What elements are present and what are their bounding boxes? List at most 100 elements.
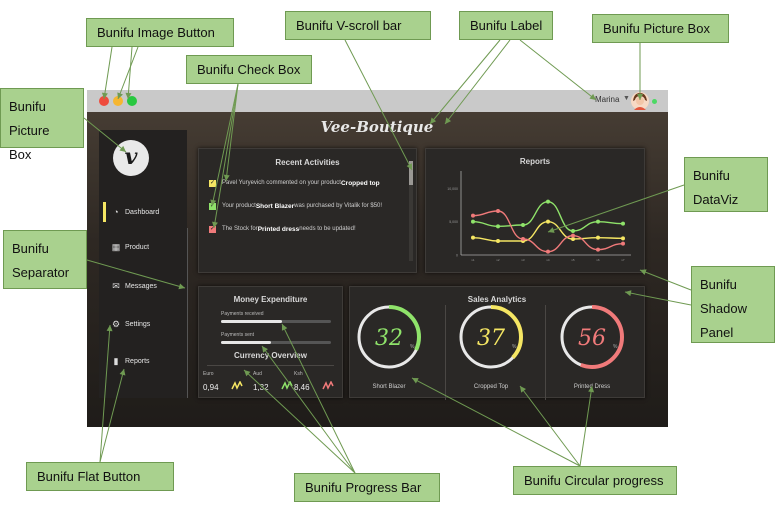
callout-check-box: Bunifu Check Box	[186, 55, 312, 84]
app-title: Vee-Boutique	[320, 118, 434, 136]
circular-progress-arc	[459, 305, 523, 369]
sidebar-separator	[187, 228, 188, 398]
scrollbar-thumb[interactable]	[409, 161, 413, 185]
callout-circular-progress: Bunifu Circular progress	[513, 466, 677, 495]
minimize-window-button[interactable]	[113, 96, 123, 106]
sidebar-item-dashboard[interactable]: ◔ Dashboard	[103, 203, 183, 221]
activity-item: ✓ Your product Short Blazer was purchase…	[209, 202, 383, 210]
user-name-label[interactable]: Marina	[595, 95, 620, 104]
circular-progress-label: Printed Dress	[573, 384, 611, 390]
recent-activities-panel: Recent Activities ✓ Pavel Yuryevich comm…	[198, 148, 417, 273]
callout-flat-button: Bunifu Flat Button	[26, 462, 174, 491]
online-status-dot	[652, 99, 657, 104]
activity-checkbox[interactable]: ✓	[209, 179, 216, 187]
currency-euro: Euro 0,94	[203, 371, 243, 395]
gear-icon: ⚙	[111, 318, 121, 329]
chart-data-point	[496, 224, 500, 229]
chart-x-tick-label: x7	[621, 258, 625, 262]
chart-data-point	[471, 213, 475, 218]
chart-data-point	[521, 223, 525, 227]
circular-progress-printed-dress: 56% Printed Dress	[560, 305, 633, 390]
close-window-button[interactable]	[99, 96, 109, 106]
bar-chart-icon: ▮	[113, 355, 119, 366]
chart-x-tick-label: x3	[521, 258, 525, 262]
chart-data-point	[546, 219, 550, 224]
payments-sent-progress-bar	[221, 341, 331, 344]
chart-data-point	[496, 209, 500, 213]
active-nav-indicator	[103, 202, 106, 222]
currency-aud: Aud 1,32	[253, 371, 293, 395]
callout-v-scroll-bar: Bunifu V-scroll bar	[285, 11, 431, 40]
circular-progress-unit: %	[410, 344, 415, 350]
callout-dataviz: Bunifu DataViz	[684, 157, 768, 212]
reports-title: Reports	[519, 157, 551, 166]
circular-progress-arc	[560, 305, 624, 369]
recent-activities-title: Recent Activities	[275, 158, 340, 167]
chart-y-tick-label: 5,000	[449, 220, 458, 224]
sidebar-item-messages[interactable]: ✉ Messages	[112, 280, 157, 291]
payments-received-progress-bar	[221, 320, 331, 323]
circular-progress-label: Cropped Top	[473, 384, 509, 390]
chart-data-point	[521, 237, 525, 241]
sales-separator	[545, 305, 546, 400]
callout-picture-box-left: Bunifu Picture Box	[0, 88, 84, 162]
payments-sent-label: Payments sent	[221, 332, 255, 338]
chart-data-point	[546, 249, 550, 254]
payments-sent-fill	[221, 341, 271, 344]
circular-progress-value: 37	[477, 326, 505, 351]
chart-data-point	[496, 239, 500, 243]
trend-icon	[231, 381, 243, 390]
currency-overview-title: Currency Overview	[234, 351, 307, 360]
circular-progress-value: 56	[578, 326, 606, 351]
callout-label: Bunifu Label	[459, 11, 553, 40]
circular-progress-short-blazer: 32% Short Blazer	[357, 305, 430, 390]
chart-data-point	[621, 221, 625, 226]
callout-progress-bar: Bunifu Progress Bar	[294, 473, 440, 502]
maximize-window-button[interactable]	[127, 96, 137, 106]
chart-data-point	[571, 237, 575, 241]
sales-separator	[445, 305, 446, 400]
sales-analytics-title: Sales Analytics	[467, 295, 527, 304]
messages-icon: ✉	[112, 280, 120, 291]
reports-panel: Reports 0 5,000 10,000 x1 x2 x3 x4 x5 x6 x7	[425, 148, 645, 273]
activities-vertical-scrollbar[interactable]	[409, 161, 413, 261]
chart-data-point	[546, 199, 550, 204]
dashboard-icon: ◔	[113, 207, 119, 217]
callout-image-button: Bunifu Image Button	[86, 18, 234, 47]
chart-data-point	[471, 235, 475, 240]
logo-picture-box: v	[113, 140, 149, 176]
circular-progress-unit: %	[613, 344, 618, 350]
vimeo-logo-icon: v	[124, 144, 138, 170]
circular-progress-unit: %	[512, 344, 517, 350]
user-avatar-picture[interactable]	[631, 92, 649, 110]
trend-icon	[322, 381, 334, 390]
callout-separator: Bunifu Separator	[3, 230, 87, 289]
circular-progress-label: Short Blazer	[372, 384, 406, 390]
activity-item: ✓ Pavel Yuryevich commented on your prod…	[209, 179, 380, 187]
chart-y-tick-label: 0	[456, 254, 458, 258]
activity-item: ✓ The Stock for Printed dress needs to b…	[209, 225, 356, 233]
chart-x-tick-label: x1	[471, 258, 475, 262]
activity-checkbox[interactable]: ✓	[209, 202, 216, 210]
chevron-down-icon[interactable]: ▼	[623, 95, 630, 102]
currency-ksh: Ksh 8,46	[294, 371, 334, 395]
callout-shadow-panel: Bunifu Shadow Panel	[691, 266, 775, 343]
chart-x-tick-label: x5	[571, 258, 575, 262]
circular-progress-arc	[357, 305, 421, 369]
chart-series-line	[472, 220, 624, 242]
payments-received-label: Payments received	[221, 311, 264, 317]
callout-picture-box-top: Bunifu Picture Box	[592, 14, 729, 43]
chart-x-tick-label: x2	[496, 258, 500, 262]
chart-y-tick-label: 10,000	[447, 187, 458, 191]
reports-line-chart: 0 5,000 10,000 x1 x2 x3 x4 x5 x6 x7	[447, 171, 631, 262]
chart-data-point	[571, 229, 575, 233]
money-expenditure-title: Money Expenditure	[233, 295, 308, 304]
currency-divider	[207, 365, 334, 366]
chart-data-point	[596, 219, 600, 224]
product-box-icon: ▦	[111, 241, 121, 252]
sidebar-item-reports[interactable]: ▮ Reports	[103, 352, 183, 370]
sidebar-item-product[interactable]: ▦ Product	[111, 241, 150, 252]
sidebar-item-settings[interactable]: ⚙ Settings	[111, 318, 151, 329]
chart-series-line	[472, 210, 624, 253]
activity-checkbox[interactable]: ✓	[209, 225, 216, 233]
